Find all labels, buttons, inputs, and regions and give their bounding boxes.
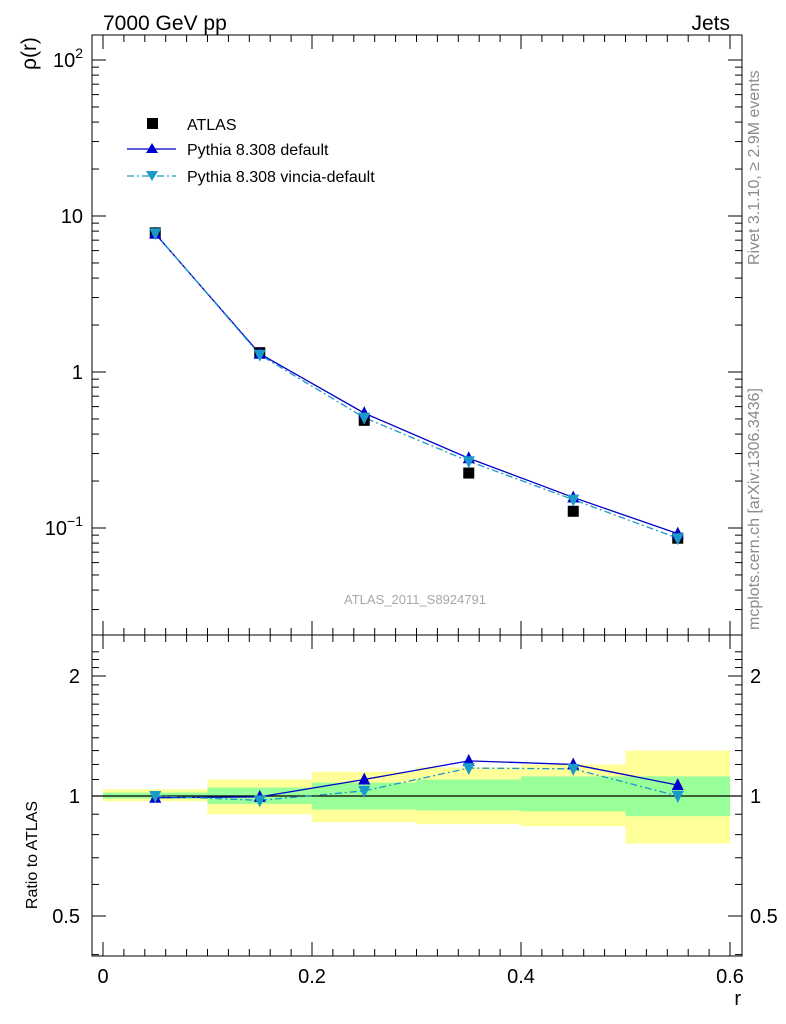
ratio-vincia-line — [155, 767, 678, 802]
vincia-data-point — [462, 456, 475, 469]
legend-atlas-label: ATLAS — [187, 117, 237, 134]
lower-y-axis-label: Ratio to ATLAS — [24, 801, 41, 909]
y-tick-label: 1 — [69, 786, 80, 808]
ratio-vincia-point — [567, 763, 580, 776]
x-tick-label: 0.4 — [507, 966, 535, 988]
ratio-vincia-point — [462, 763, 475, 776]
y-tick-label: 102 — [53, 45, 83, 72]
ratio-vincia-point — [149, 791, 162, 803]
y-tick-label: 1 — [72, 362, 83, 384]
vincia-data-point — [253, 349, 266, 362]
vincia-data-point — [567, 494, 580, 507]
ratio-vincia-point — [358, 785, 371, 798]
y-tick-label: 0.5 — [52, 906, 80, 928]
legend-vincia-marker — [146, 171, 158, 181]
upper-y-axis-label: ρ(r) — [18, 37, 41, 70]
series-vincia-line — [154, 232, 678, 539]
x-tick-label: 0.6 — [716, 966, 744, 988]
legend-default-label: Pythia 8.308 default — [187, 142, 329, 159]
series-default-line — [154, 233, 678, 535]
ratio-default-line — [155, 760, 678, 799]
lower-panel: 0 0.2 0.4 0.6 0.5 0.5 1 1 2 2 Ratio to ATLAS r — [24, 634, 778, 1010]
ratio-default-point — [462, 753, 475, 766]
ratio-default-point — [358, 772, 371, 785]
legend: ATLAS Pythia 8.308 default Pythia 8.308 … — [127, 117, 375, 186]
vincia-data-point — [671, 533, 684, 546]
legend-atlas-marker — [147, 118, 158, 129]
x-tick-label: 0 — [97, 966, 108, 988]
x-tick-label: 0.2 — [298, 966, 326, 988]
ratio-vincia-point — [253, 795, 266, 808]
y-tick-label-right: 2 — [750, 666, 761, 688]
uncertainty-band-inner — [416, 779, 521, 811]
atlas-data-point — [463, 467, 475, 479]
analysis-watermark: ATLAS_2011_S8924791 — [344, 592, 486, 607]
header-right: Jets — [691, 12, 730, 35]
y-tick-label-right: 1 — [750, 786, 761, 808]
upper-panel: 102 10 1 10−1 ATLAS_2011_S8924791 ρ(r) ATLA… — [18, 34, 743, 649]
ratio-vincia-point — [671, 791, 684, 803]
y-tick-label: 2 — [69, 666, 80, 688]
x-axis-label: r — [734, 988, 741, 1010]
vincia-data-point — [358, 412, 371, 425]
header-left: 7000 GeV pp — [103, 12, 227, 35]
vincia-data-point — [149, 228, 162, 241]
ratio-default-point — [671, 778, 684, 791]
atlas-data-point — [567, 505, 579, 517]
y-tick-label: 10 — [61, 206, 83, 228]
legend-vincia-label: Pythia 8.308 vincia-default — [187, 169, 375, 186]
y-tick-label: 10−1 — [45, 513, 83, 540]
y-tick-label-right: 0.5 — [750, 906, 778, 928]
uncertainty-band-inner — [521, 776, 626, 812]
rivet-version-text: Rivet 3.1.10, ≥ 2.9M events — [746, 70, 763, 265]
mcplots-source-text: mcplots.cern.ch [arXiv:1306.3436] — [746, 388, 763, 630]
legend-default-marker — [146, 143, 158, 153]
